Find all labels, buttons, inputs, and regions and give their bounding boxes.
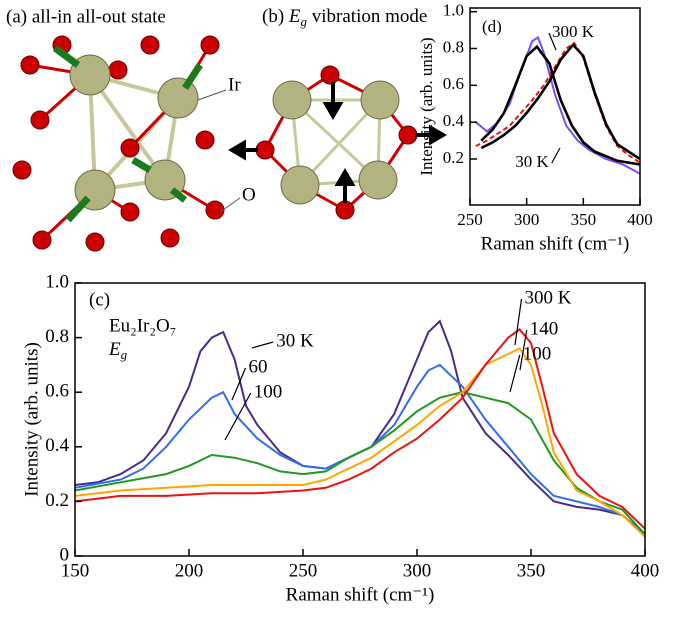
series-line <box>75 321 645 534</box>
y-tick-label: 0.4 <box>45 435 69 456</box>
panel-a: (a) all-in all-out state Ir O <box>6 6 256 251</box>
series-label: 30 K <box>515 152 549 171</box>
panel-label: (d) <box>482 17 502 36</box>
mode-symbol: E <box>288 6 301 27</box>
series-label: 300 K <box>552 22 595 41</box>
series-label: 60 <box>249 356 268 377</box>
panel-a-label: (a) all-in all-out state <box>6 6 166 27</box>
panel-b-tag: (b) <box>262 6 284 27</box>
leader-line <box>252 342 273 348</box>
x-tick-label: 250 <box>289 560 318 581</box>
y-tick-label: 0.2 <box>45 490 69 511</box>
leader-line <box>552 148 560 163</box>
x-tick-label: 400 <box>631 560 660 581</box>
panel-label: (c) <box>89 289 110 310</box>
x-tick-label: 300 <box>514 210 540 229</box>
x-tick-label: 350 <box>571 210 597 229</box>
leader-line <box>510 355 520 392</box>
x-tick-label: 350 <box>517 560 546 581</box>
leader-line <box>225 393 251 440</box>
series-label: 140 <box>530 318 559 339</box>
o-label: O <box>242 184 256 205</box>
mode-text: vibration mode <box>312 6 428 27</box>
series-line <box>476 38 640 174</box>
y-axis-label: Intensity (arb. units) <box>21 342 42 497</box>
y-axis-label: Intensity (arb. units) <box>417 37 436 175</box>
y-tick-label: 1.0 <box>443 1 464 20</box>
series-line <box>75 365 645 534</box>
mode-symbol: E <box>108 339 121 360</box>
x-axis-label: Raman shift (cm⁻¹) <box>286 584 435 605</box>
annotation: 100 <box>523 343 552 364</box>
x-tick-label: 200 <box>175 560 204 581</box>
x-tick-label: 400 <box>627 210 653 229</box>
y-tick-label: 0.8 <box>443 37 464 56</box>
y-tick-label: 0.2 <box>443 148 464 167</box>
x-tick-label: 300 <box>403 560 432 581</box>
mode-label: Eg <box>108 339 128 362</box>
panel-b-label: (b) Eg vibration mode <box>262 6 427 32</box>
series-line <box>481 47 640 165</box>
y-tick-label: 0 <box>60 544 70 565</box>
series-label: 30 K <box>276 330 314 351</box>
mode-subscript: g <box>301 14 308 29</box>
series-label: 100 <box>254 381 283 402</box>
y-tick-label: 0.6 <box>443 74 464 93</box>
ir-label: Ir <box>228 74 241 95</box>
series-line <box>75 329 645 528</box>
chart-1: 250 300 350 400 0.2 0.4 0.6 0.8 1.0 Raman shift (… <box>417 1 653 255</box>
series-label: 300 K <box>525 287 572 308</box>
panel-b: (b) Eg vibration mode <box>232 6 443 219</box>
y-tick-label: 0.6 <box>45 381 69 402</box>
y-tick-label: 1.0 <box>45 271 69 292</box>
ir-atoms <box>70 55 198 210</box>
mode-subscript: g <box>121 347 128 362</box>
figure: (a) all-in all-out state Ir O (b) Eg vib… <box>0 0 679 620</box>
leader-line <box>515 299 522 345</box>
y-tick-label: 0.4 <box>443 111 465 130</box>
x-tick-label: 250 <box>457 210 483 229</box>
x-axis-label: Raman shift (cm⁻¹) <box>481 233 630 254</box>
y-tick-label: 0.8 <box>45 326 69 347</box>
leader <box>198 90 226 100</box>
sample-label: Eu₂Ir₂O₇ <box>109 315 176 336</box>
